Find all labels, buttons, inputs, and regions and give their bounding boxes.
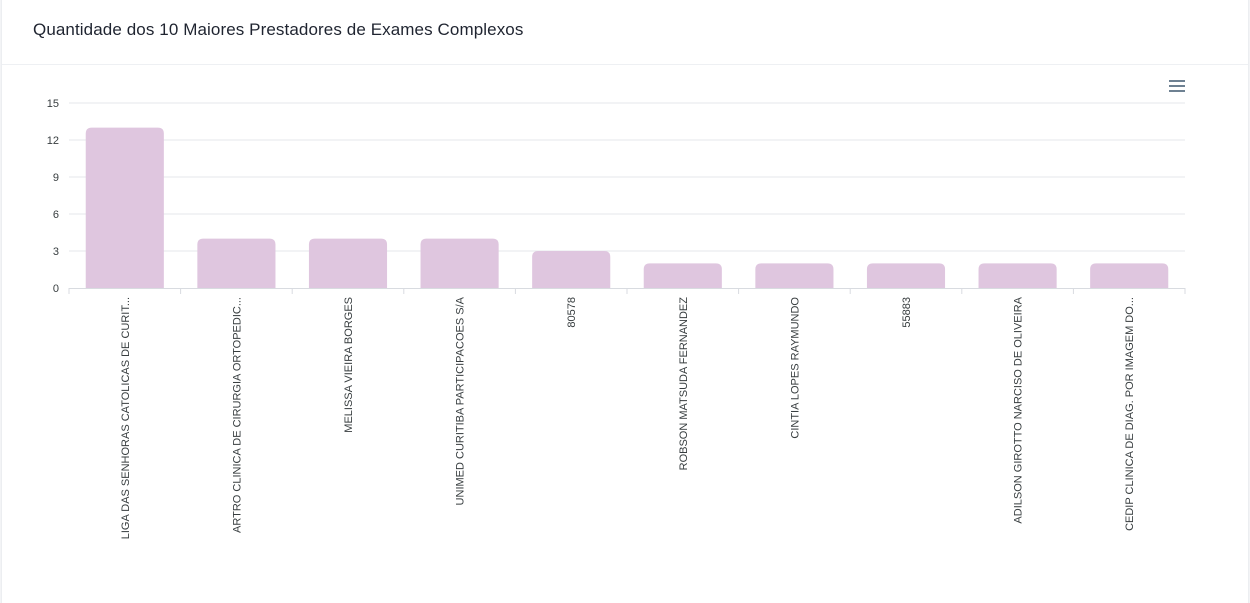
x-axis xyxy=(68,288,1186,294)
bar[interactable] xyxy=(532,251,611,288)
bar[interactable] xyxy=(420,238,499,288)
bar[interactable] xyxy=(197,238,276,288)
x-category-label: ARTRO CLINICA DE CIRURGIA ORTOPEDIC... xyxy=(231,297,243,533)
bar[interactable] xyxy=(85,127,164,289)
y-tick-label: 12 xyxy=(47,135,59,147)
x-category-label: MELISSA VIEIRA BORGES xyxy=(343,297,355,433)
bar[interactable] xyxy=(978,263,1057,288)
x-axis-labels: LIGA DAS SENHORAS CATOLICAS DE CURIT... A… xyxy=(120,296,1136,539)
y-tick-label: 6 xyxy=(53,209,59,221)
x-category-label: 80578 xyxy=(566,297,578,328)
x-category-label: 55883 xyxy=(901,297,913,328)
bar[interactable] xyxy=(866,263,946,288)
menu-line xyxy=(1169,90,1185,92)
card-header: Quantidade dos 10 Maiores Prestadores de… xyxy=(2,0,1248,65)
x-category-label: ADILSON GIROTTO NARCISO DE OLIVEIRA xyxy=(1013,296,1025,523)
bar[interactable] xyxy=(755,263,834,288)
menu-line xyxy=(1169,80,1185,82)
y-axis-ticks: 0 3 6 9 12 15 xyxy=(47,98,59,295)
y-tick-label: 9 xyxy=(53,172,59,184)
bars xyxy=(85,127,1169,289)
menu-line xyxy=(1169,85,1185,87)
x-category-label: ROBSON MATSUDA FERNANDEZ xyxy=(678,297,690,471)
bar[interactable] xyxy=(643,263,722,288)
hamburger-menu-icon[interactable] xyxy=(1166,78,1188,94)
x-category-label: UNIMED CURITIBA PARTICIPACOES S/A xyxy=(455,296,467,505)
x-category-label: LIGA DAS SENHORAS CATOLICAS DE CURIT... xyxy=(120,297,132,539)
y-tick-label: 0 xyxy=(53,283,59,295)
x-category-label: CINTIA LOPES RAYMUNDO xyxy=(789,297,801,439)
bar[interactable] xyxy=(308,238,388,288)
card-title: Quantidade dos 10 Maiores Prestadores de… xyxy=(33,20,524,39)
y-tick-label: 15 xyxy=(47,98,59,110)
bar[interactable] xyxy=(1090,263,1169,288)
x-category-label: CEDIP CLINICA DE DIAG. POR IMAGEM DO... xyxy=(1124,297,1136,531)
y-tick-label: 3 xyxy=(53,246,59,258)
grid-lines xyxy=(69,102,1185,252)
